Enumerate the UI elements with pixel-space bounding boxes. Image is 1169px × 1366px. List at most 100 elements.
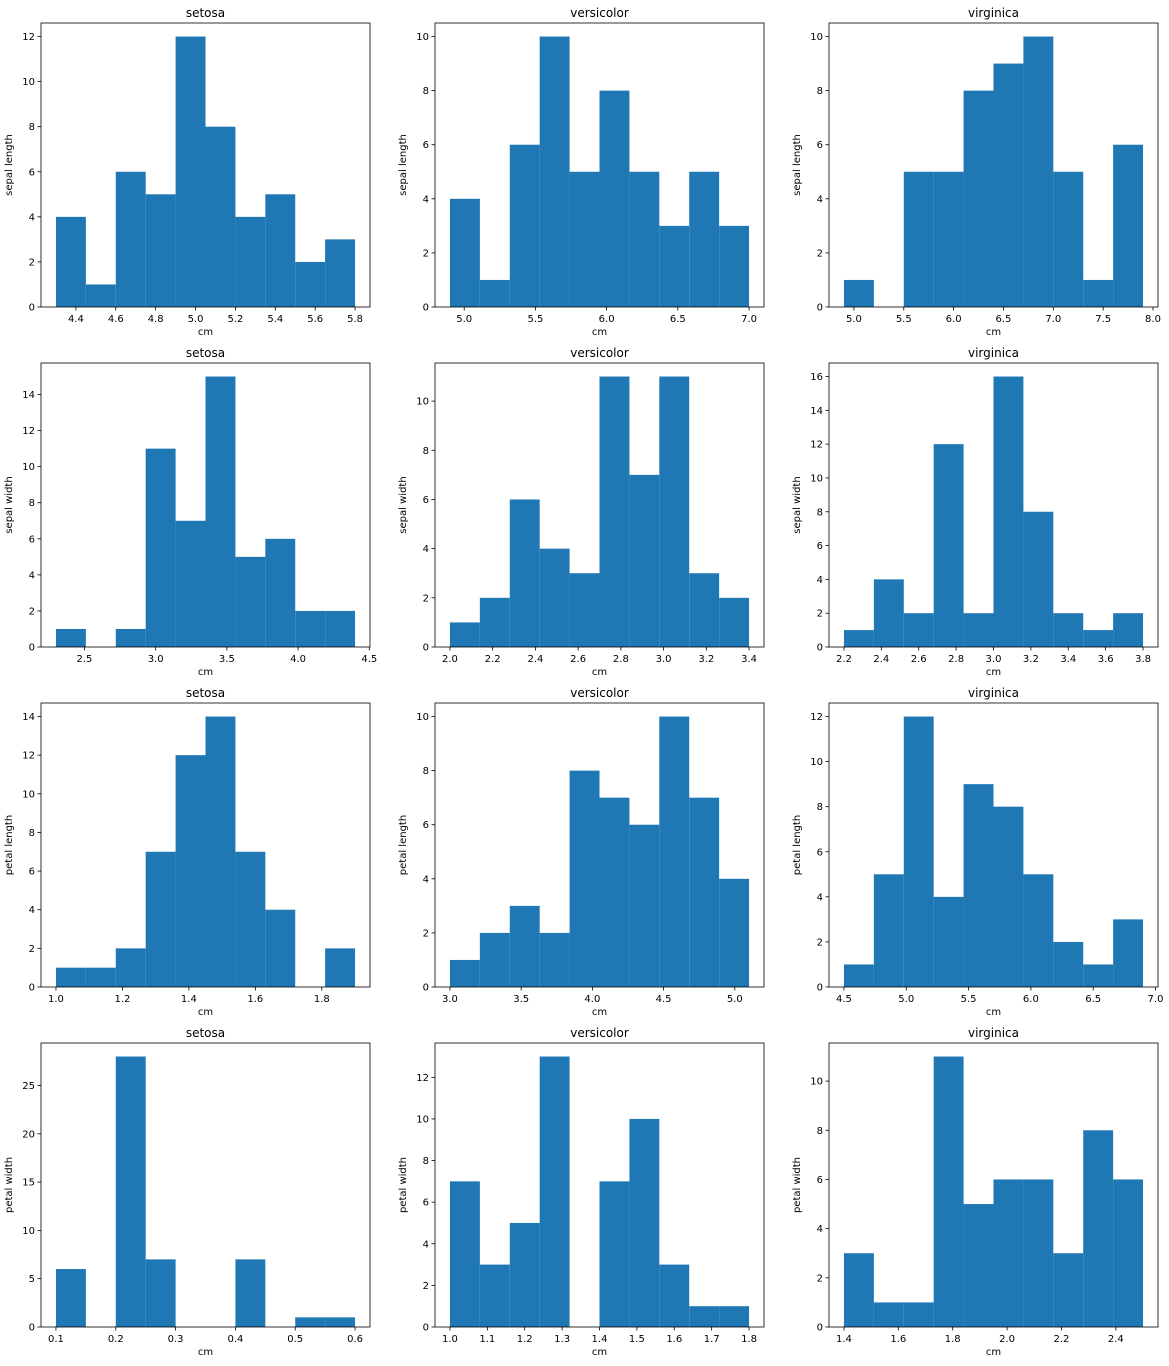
histogram-bar (175, 755, 206, 987)
histogram-bar (689, 171, 720, 307)
x-tick-label: 1.4 (181, 994, 197, 1005)
x-tick-label: 2.8 (613, 654, 629, 665)
x-tick-label: 1.4 (592, 1334, 608, 1345)
y-tick-label: 4 (817, 194, 823, 205)
histogram-bar (719, 1306, 750, 1327)
y-tick-label: 6 (817, 541, 823, 552)
x-axis-label: cm (592, 1007, 607, 1018)
histogram-bar (963, 90, 994, 307)
y-tick-label: 2 (423, 928, 429, 939)
x-tick-label: 1.1 (479, 1334, 495, 1345)
histogram-bar (1053, 1253, 1084, 1327)
x-tick-label: 6.5 (1085, 994, 1101, 1005)
x-tick-label: 5.2 (227, 314, 243, 325)
histogram-bar (933, 1056, 964, 1327)
axes-frame (434, 702, 765, 988)
y-tick-label: 0 (423, 983, 429, 994)
histogram-bar (629, 171, 660, 307)
subplot-title: versicolor (570, 346, 629, 360)
x-tick-label: 1.3 (554, 1334, 570, 1345)
y-tick-label: 2 (817, 1273, 823, 1284)
y-tick-label: 6 (423, 820, 429, 831)
x-tick-label: 0.5 (287, 1334, 303, 1345)
x-tick-label: 4.0 (584, 994, 600, 1005)
y-tick-label: 0 (423, 1323, 429, 1334)
histogram-bar (85, 967, 116, 987)
x-tick-label: 3.0 (986, 654, 1002, 665)
histogram-bar (55, 967, 86, 987)
histogram-bar (325, 1317, 356, 1327)
x-tick-label: 2.6 (570, 654, 586, 665)
axes-frame (40, 702, 371, 988)
histogram-bar (873, 1302, 904, 1327)
x-tick-label: 1.6 (666, 1334, 682, 1345)
y-axis-label: petal length (792, 815, 803, 875)
x-tick-label: 1.0 (48, 994, 64, 1005)
histogram-bar (1083, 964, 1114, 987)
subplot-sepal-length-setosa: 4.4 4.6 4.8 5.0 5.2 5.4 5.6 5.8 0 2 4 6 8 10 12 setosa c… (4, 6, 371, 338)
histogram-bar (235, 216, 266, 307)
x-tick-label: 3.0 (148, 654, 164, 665)
y-tick-label: 4 (817, 892, 823, 903)
x-tick-label: 2.4 (527, 654, 543, 665)
x-tick-label: 0.3 (168, 1334, 184, 1345)
y-axis-label: sepal width (4, 476, 15, 533)
y-tick-label: 2 (29, 257, 35, 268)
subplot-title: virginica (968, 1026, 1019, 1040)
histogram-bar (659, 225, 690, 307)
y-tick-label: 6 (423, 140, 429, 151)
y-tick-label: 8 (423, 766, 429, 777)
x-axis-label: cm (986, 327, 1001, 338)
subplot-sepal-length-virginica: 5.0 5.5 6.0 6.5 7.0 7.5 8.0 0 2 4 6 8 10 virginica cm s… (792, 6, 1161, 338)
x-tick-label: 1.8 (945, 1334, 961, 1345)
histogram-bar (539, 1056, 570, 1327)
histogram-bar (719, 878, 750, 987)
x-tick-label: 2.6 (911, 654, 927, 665)
y-tick-label: 8 (817, 802, 823, 813)
y-tick-label: 14 (22, 712, 35, 723)
y-tick-label: 12 (22, 426, 35, 437)
y-axis-label: petal length (4, 815, 15, 875)
x-tick-label: 1.5 (629, 1334, 645, 1345)
x-tick-label: 1.6 (890, 1334, 906, 1345)
x-tick-label: 3.5 (513, 994, 529, 1005)
histogram-bar (55, 628, 86, 647)
x-tick-label: 0.2 (108, 1334, 124, 1345)
x-tick-label: 5.8 (347, 314, 363, 325)
y-tick-label: 4 (817, 1224, 823, 1235)
y-tick-label: 2 (817, 609, 823, 620)
subplot-title: virginica (968, 346, 1019, 360)
x-tick-label: 1.2 (114, 994, 130, 1005)
y-tick-label: 6 (423, 495, 429, 506)
y-axis-label: sepal length (398, 134, 409, 196)
histogram-bar (1053, 171, 1084, 307)
histogram-bar (115, 948, 146, 987)
histogram-bar (993, 806, 1024, 987)
histogram-bar (325, 239, 356, 307)
x-tick-label: 1.8 (314, 994, 330, 1005)
subplot-title: versicolor (570, 1026, 629, 1040)
histogram-bar (479, 932, 510, 987)
x-axis-label: cm (986, 1347, 1001, 1358)
y-tick-label: 2 (29, 606, 35, 617)
histogram-bar (1083, 630, 1114, 647)
x-tick-label: 7.0 (1045, 314, 1061, 325)
y-tick-label: 0 (423, 643, 429, 654)
histogram-bar (843, 1253, 874, 1327)
histogram-bar (963, 1204, 994, 1327)
histogram-bar (1053, 613, 1084, 647)
y-tick-label: 4 (29, 212, 35, 223)
histogram-bar (449, 1181, 480, 1327)
histogram-bar (569, 573, 600, 647)
y-tick-label: 10 (810, 32, 823, 43)
histogram-bar (509, 1222, 540, 1327)
subplot-title: setosa (186, 1026, 225, 1040)
y-tick-label: 5 (29, 1274, 35, 1285)
histogram-bar (903, 1302, 934, 1327)
x-tick-label: 5.0 (898, 994, 914, 1005)
histogram-bar (55, 1269, 86, 1327)
y-tick-label: 10 (810, 757, 823, 768)
x-tick-label: 1.4 (836, 1334, 852, 1345)
x-axis-label: cm (986, 667, 1001, 678)
histogram-bar (265, 194, 296, 307)
